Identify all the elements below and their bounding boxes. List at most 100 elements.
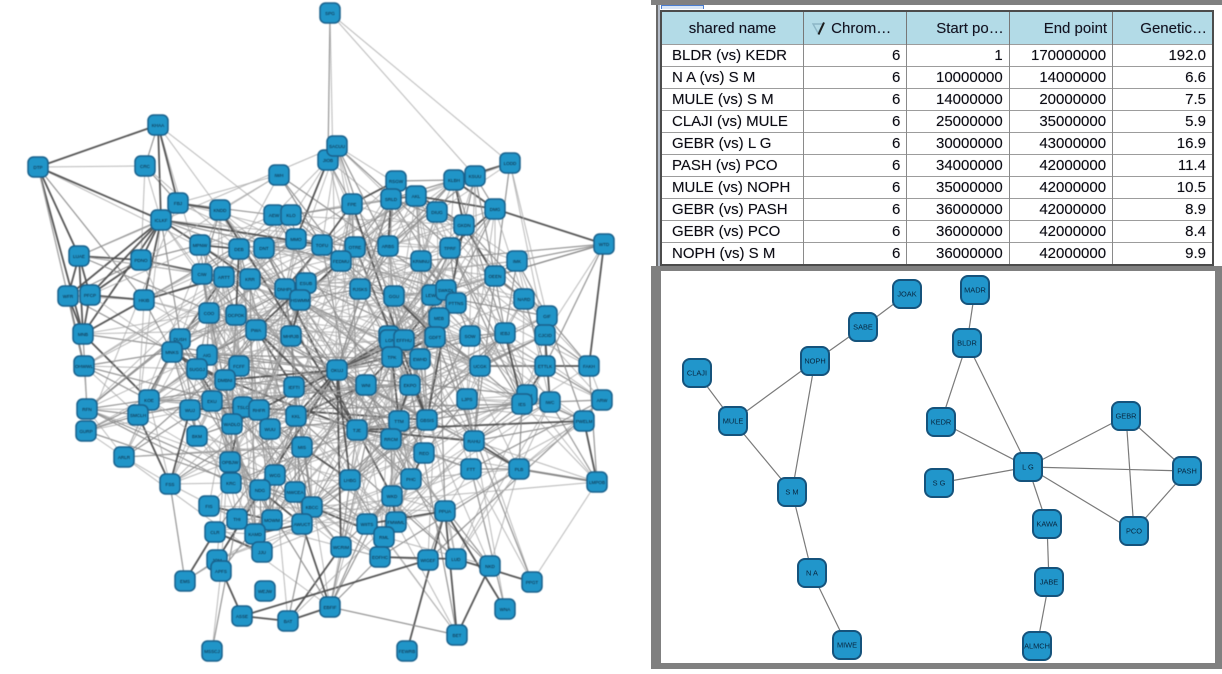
svg-text:NOPH: NOPH	[804, 357, 825, 366]
svg-text:GKDN: GKDN	[457, 223, 470, 228]
svg-text:RRCM: RRCM	[384, 437, 398, 442]
svg-text:ARBS: ARBS	[382, 244, 395, 249]
svg-text:ASSE: ASSE	[236, 614, 248, 619]
svg-text:KHAA: KHAA	[152, 123, 165, 128]
svg-text:IWC: IWC	[546, 400, 556, 405]
svg-text:RAHU: RAHU	[467, 439, 480, 444]
svg-text:AKL: AKL	[412, 194, 421, 199]
svg-text:LHBG: LHBG	[344, 478, 357, 483]
svg-text:IMK: IMK	[513, 259, 522, 264]
svg-text:MMO: MMO	[290, 237, 302, 242]
svg-text:MEB: MEB	[434, 316, 444, 321]
svg-text:TOFU: TOFU	[316, 243, 328, 248]
svg-text:WCG: WCG	[269, 473, 281, 478]
svg-text:WCRIM: WCRIM	[333, 545, 349, 550]
svg-text:L G: L G	[1022, 463, 1034, 472]
svg-text:MADR: MADR	[964, 286, 986, 295]
svg-text:EKPO: EKPO	[404, 383, 417, 388]
svg-text:TPRF: TPRF	[444, 246, 456, 251]
svg-text:GBSIS: GBSIS	[420, 418, 434, 423]
svg-text:MOWM: MOWM	[264, 518, 280, 523]
svg-text:KAMD: KAMD	[248, 532, 262, 537]
svg-text:KSUU: KSUU	[469, 174, 482, 179]
svg-text:APFS: APFS	[215, 569, 227, 574]
svg-text:IEBJ: IEBJ	[500, 331, 510, 336]
svg-text:KLO: KLO	[286, 213, 296, 218]
svg-text:S M: S M	[785, 488, 798, 497]
svg-text:REO: REO	[419, 451, 429, 456]
svg-text:CLR: CLR	[210, 530, 220, 535]
svg-text:IES: IES	[518, 402, 525, 407]
svg-text:DEB: DEB	[234, 247, 243, 252]
svg-text:MSSCJ: MSSCJ	[204, 649, 220, 654]
svg-text:WNA: WNA	[500, 607, 512, 612]
svg-text:GDFT: GDFT	[429, 335, 442, 340]
svg-text:MULE: MULE	[723, 417, 744, 426]
svg-text:KRMNU: KRMNU	[413, 259, 430, 264]
svg-text:TJE: TJE	[353, 428, 361, 433]
svg-text:ESUB: ESUB	[300, 281, 313, 286]
svg-text:EMS: EMS	[180, 579, 190, 584]
svg-text:CJCID: CJCID	[538, 333, 552, 338]
svg-text:FBJ: FBJ	[174, 201, 182, 206]
svg-text:FSS: FSS	[166, 482, 175, 487]
svg-text:HKIB: HKIB	[139, 298, 150, 303]
svg-text:PPUA: PPUA	[439, 509, 452, 514]
svg-text:FAKH: FAKH	[583, 364, 595, 369]
svg-text:BAT: BAT	[284, 619, 293, 624]
svg-text:PASH: PASH	[1177, 467, 1197, 476]
svg-text:ALMCH: ALMCH	[1024, 642, 1050, 651]
svg-text:RML: RML	[379, 535, 389, 540]
svg-text:MPNW: MPNW	[193, 243, 208, 248]
svg-text:WUJ: WUJ	[185, 408, 195, 413]
svg-text:SUGGJ: SUGGJ	[189, 367, 205, 372]
svg-text:KRC: KRC	[226, 481, 236, 486]
svg-text:DTP: DTP	[33, 165, 42, 170]
svg-text:N A: N A	[806, 569, 818, 578]
svg-text:WTD: WTD	[599, 242, 610, 247]
svg-text:PWA: PWA	[251, 328, 262, 333]
svg-text:DNT: DNT	[259, 246, 269, 251]
svg-text:AIG: AIG	[203, 353, 211, 358]
svg-text:GIF: GIF	[543, 314, 551, 319]
svg-text:RSGW: RSGW	[389, 179, 404, 184]
svg-text:TTM: TTM	[394, 419, 404, 424]
svg-text:FIS: FIS	[205, 504, 212, 509]
svg-text:FMWML: FMWML	[387, 520, 405, 525]
svg-text:MIS: MIS	[298, 445, 306, 450]
svg-text:GGU: GGU	[389, 294, 399, 299]
svg-text:DUSH: DUSH	[173, 337, 186, 342]
svg-text:FPE: FPE	[348, 202, 357, 207]
svg-text:RFN: RFN	[82, 407, 91, 412]
svg-text:KBCC: KBCC	[306, 505, 319, 510]
svg-text:MIWE: MIWE	[837, 641, 857, 650]
svg-text:NARD: NARD	[517, 297, 531, 302]
svg-text:FEDMU: FEDMU	[333, 259, 349, 264]
svg-text:OCPOK: OCPOK	[228, 313, 246, 318]
svg-text:LJPS: LJPS	[462, 397, 473, 402]
svg-text:KNDD: KNDD	[213, 208, 227, 213]
svg-text:EKU: EKU	[207, 399, 216, 404]
svg-text:AEW: AEW	[269, 213, 280, 218]
svg-text:PTTNS: PTTNS	[448, 301, 463, 306]
svg-text:OTRE: OTRE	[349, 245, 362, 250]
svg-text:ARTT: ARTT	[218, 275, 230, 280]
svg-text:MNKS: MNKS	[165, 350, 178, 355]
svg-text:NDG: NDG	[255, 488, 266, 493]
svg-text:PPGT: PPGT	[526, 580, 539, 585]
svg-text:NWCEA: NWCEA	[286, 490, 304, 495]
svg-text:OHWWL: OHWWL	[75, 364, 94, 369]
svg-text:FCFF: FCFF	[233, 364, 245, 369]
svg-text:WIGEF: WIGEF	[420, 558, 435, 563]
svg-text:LODD: LODD	[504, 161, 517, 166]
svg-text:BET: BET	[453, 633, 462, 638]
svg-text:PLB: PLB	[515, 467, 524, 472]
svg-text:SMCLH: SMCLH	[130, 413, 146, 418]
svg-text:WKD: WKD	[387, 494, 398, 499]
svg-text:ICLKF: ICLKF	[154, 218, 167, 223]
svg-text:ARLR: ARLR	[118, 455, 131, 460]
svg-text:RHFR: RHFR	[253, 408, 266, 413]
svg-text:THI: THI	[233, 517, 240, 522]
svg-text:JOAK: JOAK	[897, 290, 916, 299]
svg-text:KAWA: KAWA	[1036, 520, 1057, 529]
